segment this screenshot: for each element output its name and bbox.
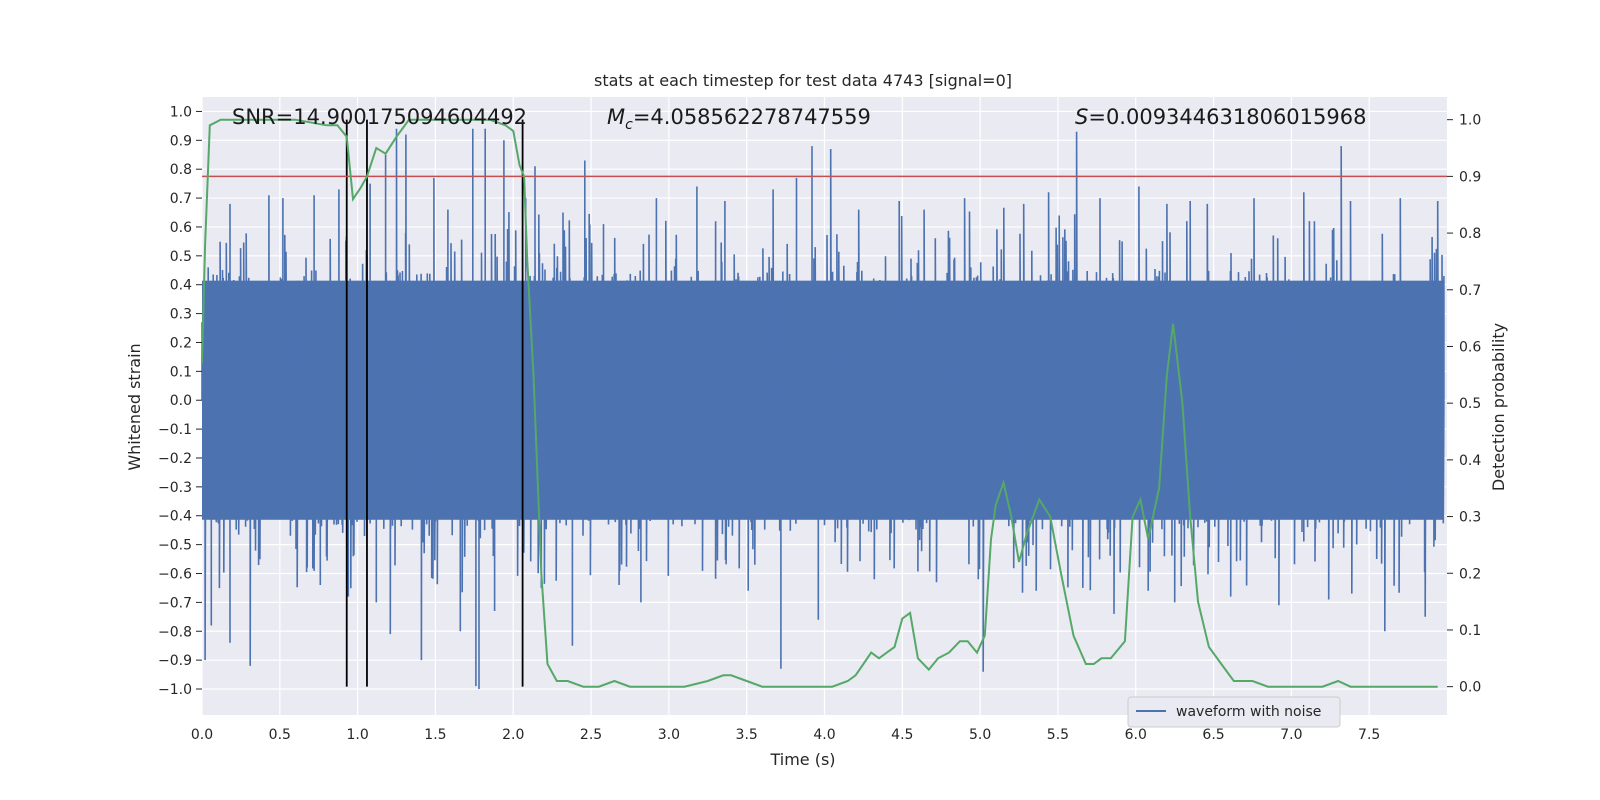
y-tick-label: 1.0 <box>170 104 192 120</box>
y-tick-label: −0.6 <box>158 566 192 582</box>
x-tick-label: 0.5 <box>269 727 291 743</box>
y-tick-label: 0.1 <box>170 364 192 380</box>
y-axis-ticks: 1.0 0.9 0.8 0.7 0.6 0.5 0.4 0.3 0.2 0.1 0.0 −0.1 −0.… <box>158 104 202 698</box>
waveform-series <box>201 128 1445 689</box>
y-tick-label: −0.1 <box>158 422 192 438</box>
y-tick-label: −0.7 <box>158 595 192 611</box>
detection-probability-line <box>201 118 1438 688</box>
x-tick-label: 4.5 <box>891 727 913 743</box>
x-axis-ticks: 0.0 0.5 1.0 1.5 2.0 2.5 3.0 3.5 4.0 4.5 5.0 5.5 6.0 6… <box>191 727 1380 743</box>
y-tick-label: 0.4 <box>170 278 192 294</box>
y-tick-label: 0.7 <box>170 191 192 207</box>
x-tick-label: 2.5 <box>580 727 602 743</box>
x-tick-label: 6.0 <box>1125 727 1147 743</box>
chirp-mass-value: =4.058562278747559 <box>633 105 871 129</box>
x-tick-label: 7.5 <box>1358 727 1380 743</box>
x-tick-label: 4.0 <box>813 727 835 743</box>
x-tick-label: 6.5 <box>1202 727 1224 743</box>
s-annotation: S=0.009344631806015968 <box>1075 105 1366 129</box>
chirp-mass-annotation: Mc=4.058562278747559 <box>607 105 871 133</box>
y-tick-label: 0.6 <box>170 220 192 236</box>
y2-axis-ticks: 1.0 0.9 0.8 0.7 0.6 0.5 0.4 0.3 0.2 0.1 0.0 <box>1447 113 1481 696</box>
legend-box <box>1127 696 1341 728</box>
x-tick-label: 7.0 <box>1280 727 1302 743</box>
legend: waveform with noise <box>1127 696 1341 728</box>
y2-tick-label: 0.1 <box>1459 623 1481 639</box>
x-axis-title: Time (s) <box>769 750 835 769</box>
y-tick-label: −0.3 <box>158 480 192 496</box>
x-tick-label: 3.0 <box>658 727 680 743</box>
x-tick-label: 2.0 <box>502 727 524 743</box>
s-symbol: S <box>1075 105 1088 129</box>
x-tick-label: 0.0 <box>191 727 213 743</box>
y-tick-label: −1.0 <box>158 682 192 698</box>
y2-tick-label: 1.0 <box>1459 113 1481 129</box>
y2-tick-label: 0.2 <box>1459 566 1481 582</box>
y2-tick-label: 0.8 <box>1459 226 1481 242</box>
y-tick-label: 0.8 <box>170 162 192 178</box>
y-tick-label: 0.5 <box>170 249 192 265</box>
y2-tick-label: 0.5 <box>1459 396 1481 412</box>
y2-axis-title: Detection probability <box>1489 323 1508 491</box>
x-tick-label: 1.5 <box>424 727 446 743</box>
legend-label: waveform with noise <box>1176 704 1321 720</box>
y-axis-title: Whitened strain <box>125 343 144 470</box>
event-marker-lines <box>345 119 524 687</box>
y2-tick-label: 0.4 <box>1459 453 1481 469</box>
y-tick-label: 0.2 <box>170 335 192 351</box>
x-tick-label: 5.0 <box>969 727 991 743</box>
y2-tick-label: 0.6 <box>1459 339 1481 355</box>
y2-tick-label: 0.0 <box>1459 680 1481 696</box>
chirp-mass-subscript: c <box>625 117 633 133</box>
x-tick-label: 1.0 <box>346 727 368 743</box>
y-tick-label: 0.9 <box>170 133 192 149</box>
chart-title: stats at each timestep for test data 474… <box>594 71 1012 90</box>
x-tick-label: 5.5 <box>1047 727 1069 743</box>
y-tick-label: −0.5 <box>158 538 192 554</box>
y2-tick-label: 0.9 <box>1459 169 1481 185</box>
y-tick-label: 0.0 <box>170 393 192 409</box>
x-tick-label: 3.5 <box>736 727 758 743</box>
y-tick-label: −0.2 <box>158 451 192 467</box>
y-tick-label: −0.4 <box>158 509 192 525</box>
y2-tick-label: 0.3 <box>1459 510 1481 526</box>
snr-annotation: SNR=14.900175094604492 <box>232 105 527 129</box>
y-tick-label: 0.3 <box>170 307 192 323</box>
waveform-trace <box>201 128 1445 689</box>
y-tick-label: −0.9 <box>158 653 192 669</box>
s-value: =0.009344631806015968 <box>1088 105 1366 129</box>
y-tick-label: −0.8 <box>158 624 192 640</box>
chirp-mass-symbol: M <box>607 105 625 129</box>
y2-tick-label: 0.7 <box>1459 283 1481 299</box>
